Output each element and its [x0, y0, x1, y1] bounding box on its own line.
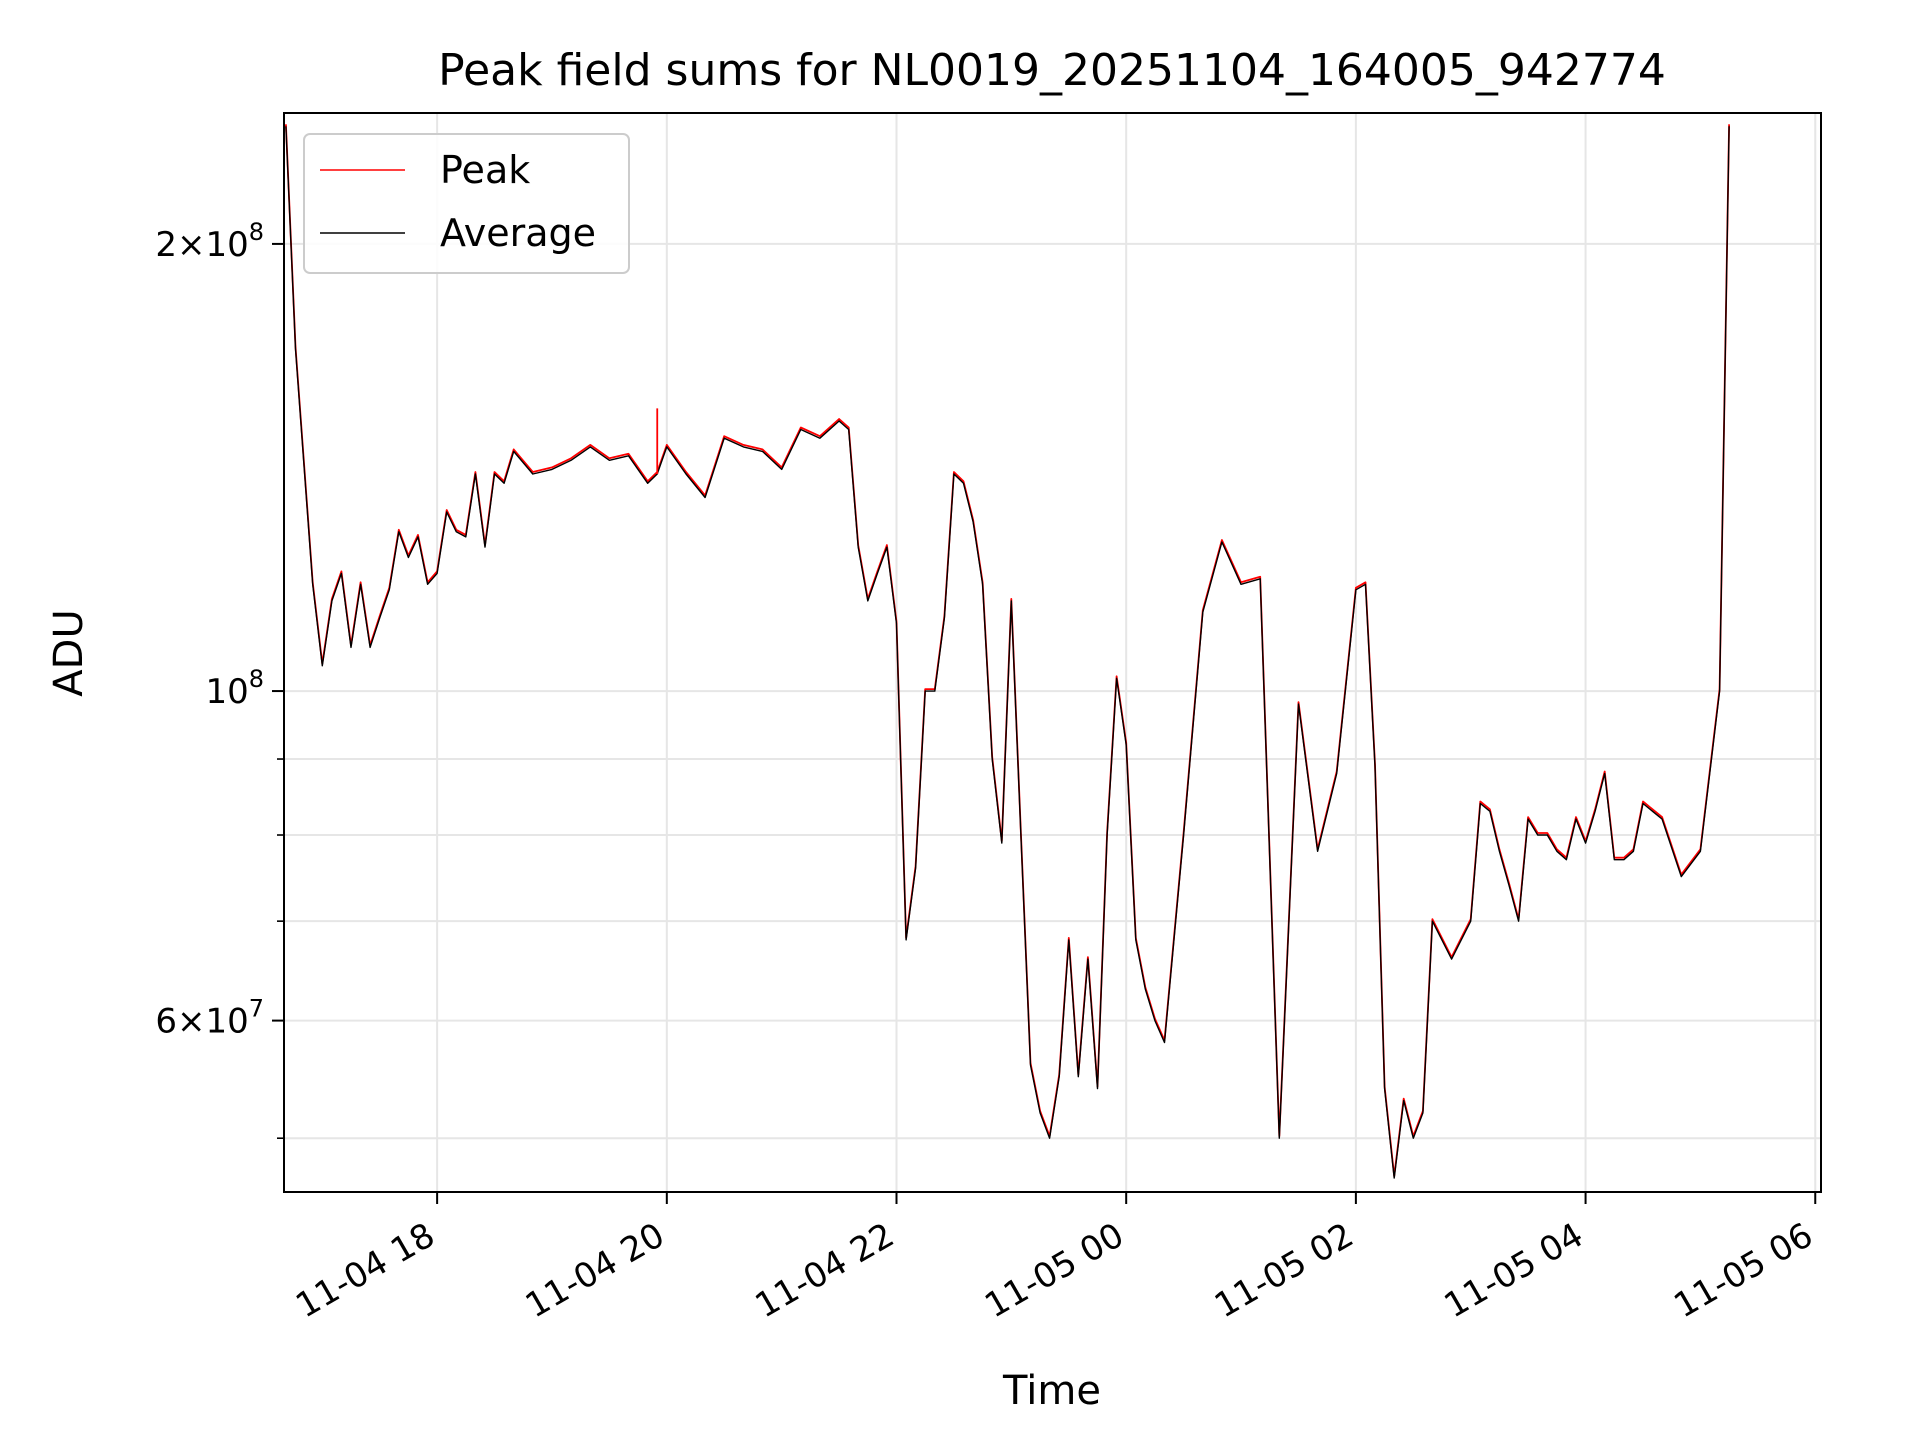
y-tick-label: 2×108 [155, 218, 264, 265]
x-axis-label: Time [1002, 1368, 1101, 1414]
legend-label-average: Average [440, 211, 596, 255]
legend: Peak Average [303, 133, 630, 274]
legend-box [303, 133, 630, 274]
y-axis: 2×108 108 6×107 [155, 218, 284, 1140]
legend-label-peak: Peak [440, 148, 530, 192]
plot-frame [283, 112, 1822, 1193]
chart-title: Peak field sums for NL0019_20251104_1640… [438, 45, 1666, 96]
series-line-average [285, 126, 1730, 1179]
series-layer [285, 124, 1730, 1179]
y-tick-label: 108 [205, 665, 264, 712]
y-axis-label: ADU [46, 609, 92, 696]
y-tick-label: 6×107 [155, 995, 264, 1042]
grid [284, 113, 1821, 1192]
